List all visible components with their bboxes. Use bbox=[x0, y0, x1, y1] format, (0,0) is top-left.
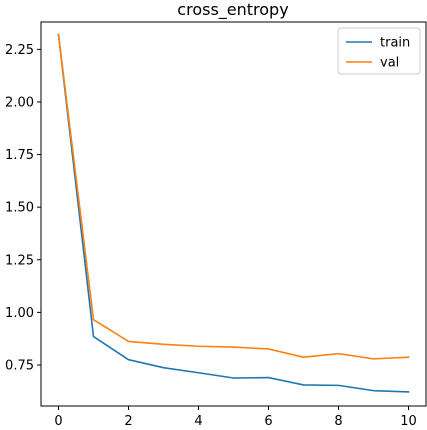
x-tick-label: 10 bbox=[400, 414, 417, 429]
axes-frame bbox=[40, 21, 427, 407]
y-tick-label: 1.25 bbox=[5, 253, 34, 268]
axis-ticks: 0 2 4 6 8 10 0.75 1.00 1.25 1.50 1.75 2.00 2.25 bbox=[5, 43, 417, 429]
x-tick-label: 8 bbox=[334, 414, 342, 429]
x-tick-label: 4 bbox=[194, 414, 202, 429]
y-tick-label: 1.00 bbox=[5, 306, 34, 321]
x-tick-label: 2 bbox=[124, 414, 132, 429]
legend-label-val: val bbox=[380, 56, 399, 71]
chart-title: cross_entropy bbox=[177, 0, 288, 20]
plot-area bbox=[40, 21, 427, 407]
series-line-train bbox=[57, 33, 410, 393]
y-tick-label: 1.50 bbox=[5, 201, 34, 216]
y-tick-label: 2.00 bbox=[5, 95, 34, 110]
series-line-val bbox=[57, 33, 410, 360]
legend-label-train: train bbox=[380, 36, 410, 51]
y-tick-label: 0.75 bbox=[5, 358, 34, 373]
y-tick-label: 2.25 bbox=[5, 43, 34, 58]
legend: train val bbox=[337, 27, 421, 75]
y-tick-label: 1.75 bbox=[5, 148, 34, 163]
x-tick-label: 0 bbox=[54, 414, 62, 429]
series-lines bbox=[57, 33, 410, 393]
x-tick-label: 6 bbox=[264, 414, 272, 429]
